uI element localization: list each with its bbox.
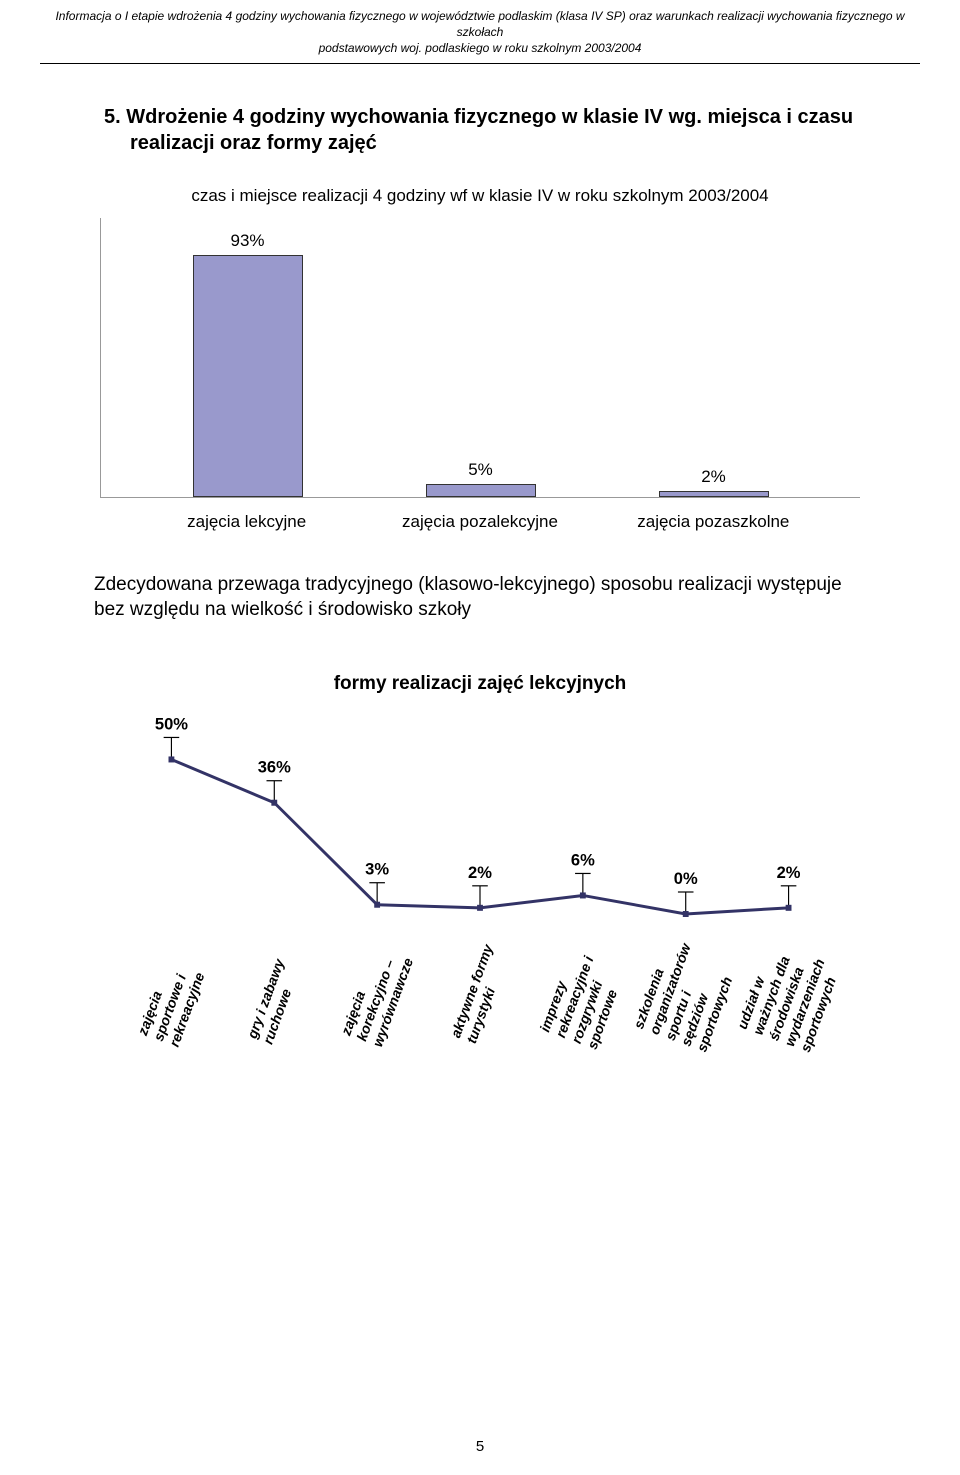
chart2-x-label-cell: gry i zabawy ruchowe [223, 945, 326, 1043]
chart-forms: formy realizacji zajęć lekcyjnych 50% 36%… [100, 673, 860, 1043]
chart2-marker [477, 905, 483, 911]
chart1-title: czas i miejsce realizacji 4 godziny wf w… [100, 186, 860, 206]
chart2-value-label: 3% [365, 859, 389, 878]
chart1-value-label: 93% [230, 231, 264, 251]
chart1-value-label: 2% [701, 467, 726, 487]
chart1-x-label: zajęcia pozaszkolne [597, 512, 830, 532]
chart2-marker [683, 911, 689, 917]
chart2-x-label-cell: zajęcia korekcyjno – wyrównawcze [326, 945, 429, 1043]
header-line1: Informacja o I etapie wdrożenia 4 godzin… [40, 8, 920, 40]
chart2-x-label-cell: aktywne formy turystyki [429, 945, 532, 1043]
header-line2: podstawowych woj. podlaskiego w roku szk… [40, 40, 920, 56]
chart2-value-label: 2% [468, 862, 492, 881]
chart2-x-label-cell: szkolenia organizatorów sportu i sędziów… [634, 945, 737, 1043]
chart2-x-label: udział w ważnych dla środowiska wydarzen… [733, 939, 843, 1054]
chart2-marker [580, 892, 586, 898]
chart1-bar: 5% [364, 218, 597, 497]
chart2-marker [169, 756, 175, 762]
chart2-value-label: 50% [155, 714, 188, 733]
chart1-bar-rect [659, 491, 769, 496]
chart1-x-label: zajęcia pozalekcyjne [363, 512, 596, 532]
chart1-bar: 93% [131, 218, 364, 497]
page-content: 5. Wdrożenie 4 godziny wychowania fizycz… [0, 64, 960, 1043]
chart1-value-label: 5% [468, 460, 493, 480]
chart1-x-label: zajęcia lekcyjne [130, 512, 363, 532]
chart2-x-label-cell: udział w ważnych dla środowiska wydarzen… [737, 945, 840, 1043]
chart2-marker [786, 905, 792, 911]
chart1-bar-rect [193, 255, 303, 497]
chart1-plot-area: 93% 5% 2% [100, 218, 860, 498]
page-number: 5 [0, 1438, 960, 1455]
chart2-x-label: gry i zabawy ruchowe [244, 956, 304, 1046]
chart1-bar: 2% [597, 218, 830, 497]
chart2-x-label-cell: imprezy rekreacyjne i rozgrywki sportowe [531, 945, 634, 1043]
chart2-title: formy realizacji zajęć lekcyjnych [100, 673, 860, 695]
chart2-marker [374, 902, 380, 908]
chart2-x-labels: zajęcia sportowe i rekreacyjne gry i zaba… [100, 919, 860, 1043]
chart2-value-label: 2% [777, 862, 801, 881]
chart2-plot-area: 50%36%3%2%6%0%2% [100, 719, 860, 919]
chart-time-place: czas i miejsce realizacji 4 godziny wf w… [100, 186, 860, 532]
chart2-value-label: 0% [674, 869, 698, 888]
chart2-x-label-cell: zajęcia sportowe i rekreacyjne [120, 945, 223, 1043]
chart2-value-label: 6% [571, 850, 595, 869]
chart1-x-labels: zajęcia lekcyjnezajęcia pozalekcyjnezaję… [100, 498, 860, 532]
body-paragraph: Zdecydowana przewaga tradycyjnego (klaso… [90, 572, 870, 623]
chart2-x-label: szkolenia organizatorów sportu i sędziów… [630, 936, 742, 1055]
chart2-x-label: zajęcia sportowe i rekreacyjne [134, 959, 208, 1049]
chart2-x-label: aktywne formy turystyki [447, 942, 512, 1046]
page-header: Informacja o I etapie wdrożenia 4 godzin… [0, 0, 960, 61]
chart2-marker [271, 800, 277, 806]
chart2-x-label: zajęcia korekcyjno – wyrównawcze [338, 944, 417, 1049]
chart2-value-label: 36% [258, 757, 291, 776]
section-title: 5. Wdrożenie 4 godziny wychowania fizycz… [90, 104, 870, 156]
chart2-x-label: imprezy rekreacyjne i rozgrywki sportowe [537, 948, 629, 1051]
chart1-bar-rect [426, 484, 536, 497]
